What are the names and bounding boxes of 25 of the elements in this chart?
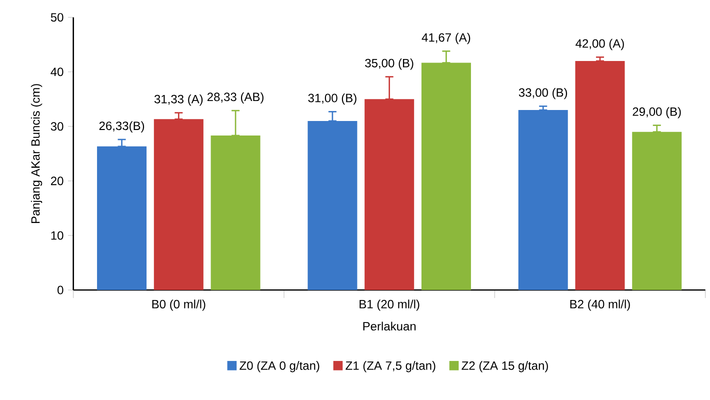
data-label: 33,00 (B) [518, 88, 568, 100]
y-tick-label: 30 [50, 122, 64, 131]
x-tick-label: B1 (20 ml/l) [360, 300, 420, 311]
data-label: 42,00 (A) [576, 38, 624, 50]
x-tick-label: B0 (0 ml/l) [152, 300, 206, 311]
bar [575, 60, 625, 290]
data-label: 26,33(B) [99, 121, 144, 132]
y-tick-label: 0 [58, 286, 64, 294]
legend-label: Z0 (ZA 0 g/tan) [240, 361, 320, 372]
bar [518, 110, 568, 290]
y-tick-label: 10 [51, 231, 64, 240]
y-tick-label: 40 [50, 68, 64, 76]
data-label: 41,67 (A) [422, 32, 470, 44]
x-tick-label: B2 (40 ml/l) [570, 300, 630, 311]
y-tick-label: 50 [50, 13, 64, 22]
legend-label: Z1 (ZA 7,5 g/tan) [346, 361, 436, 372]
y-axis-title: Panjang AKar Buncis (cm) [30, 84, 42, 224]
data-label: 29,00 (B) [632, 107, 681, 118]
data-label: 31,33 (A) [154, 94, 203, 106]
data-label: 35,00 (B) [365, 58, 414, 70]
legend-label: Z2 (ZA 15 g/tan) [462, 361, 548, 372]
x-axis-title: Perlakuan [363, 322, 416, 331]
data-label: 28,33 (AB) [207, 92, 264, 104]
data-label: 31,00 (B) [308, 93, 356, 105]
y-tick-label: 20 [50, 176, 64, 186]
